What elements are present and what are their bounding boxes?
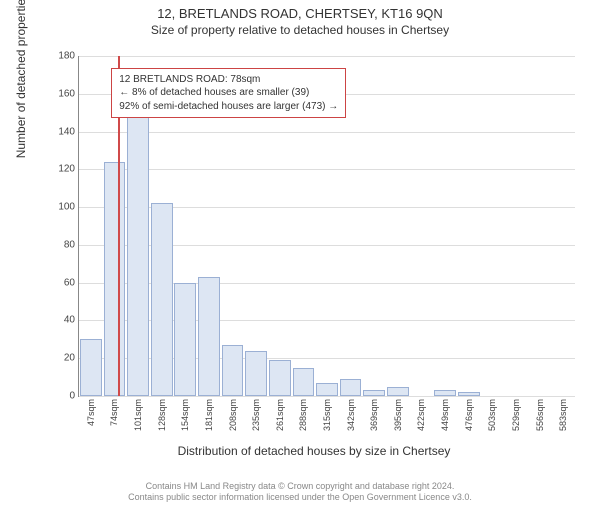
info-box: 12 BRETLANDS ROAD: 78sqm← 8% of detached… xyxy=(111,68,346,119)
histogram-bar xyxy=(104,162,126,396)
histogram-bar xyxy=(434,390,456,396)
plot-area: 02040608010012014016018047sqm74sqm101sqm… xyxy=(78,56,575,397)
histogram-bar xyxy=(174,283,196,396)
x-tick-label: 154sqm xyxy=(180,399,190,431)
x-tick-label: 128sqm xyxy=(157,399,167,431)
info-line2: ← 8% of detached houses are smaller (39) xyxy=(119,86,338,100)
histogram-bar xyxy=(151,203,173,396)
footer-line2: Contains public sector information licen… xyxy=(0,492,600,503)
y-axis-title: Number of detached properties xyxy=(14,0,28,158)
page-title: 12, BRETLANDS ROAD, CHERTSEY, KT16 9QN xyxy=(0,6,600,21)
histogram-bar xyxy=(127,105,149,396)
y-tick-label: 100 xyxy=(58,202,75,213)
chart-container: Number of detached properties 0204060801… xyxy=(54,56,574,426)
x-tick-label: 529sqm xyxy=(511,399,521,431)
x-tick-label: 288sqm xyxy=(298,399,308,431)
gridline xyxy=(79,132,575,133)
y-tick-label: 140 xyxy=(58,126,75,137)
x-tick-label: 47sqm xyxy=(86,399,96,426)
histogram-bar xyxy=(458,392,480,396)
x-tick-label: 315sqm xyxy=(322,399,332,431)
x-tick-label: 422sqm xyxy=(416,399,426,431)
histogram-bar xyxy=(316,383,338,396)
histogram-bar xyxy=(293,368,315,396)
x-tick-label: 449sqm xyxy=(440,399,450,431)
x-tick-label: 261sqm xyxy=(275,399,285,431)
y-tick-label: 0 xyxy=(69,391,75,402)
x-tick-label: 74sqm xyxy=(109,399,119,426)
x-tick-label: 503sqm xyxy=(487,399,497,431)
x-tick-label: 101sqm xyxy=(133,399,143,431)
y-tick-label: 60 xyxy=(64,277,75,288)
histogram-bar xyxy=(222,345,244,396)
y-tick-label: 120 xyxy=(58,164,75,175)
x-axis-title: Distribution of detached houses by size … xyxy=(54,444,574,458)
x-tick-label: 583sqm xyxy=(558,399,568,431)
footer-line1: Contains HM Land Registry data © Crown c… xyxy=(0,481,600,492)
y-tick-label: 180 xyxy=(58,51,75,62)
x-tick-label: 181sqm xyxy=(204,399,214,431)
histogram-bar xyxy=(198,277,220,396)
x-tick-label: 476sqm xyxy=(464,399,474,431)
y-tick-label: 160 xyxy=(58,88,75,99)
x-tick-label: 556sqm xyxy=(535,399,545,431)
x-tick-label: 235sqm xyxy=(251,399,261,431)
info-line3: 92% of semi-detached houses are larger (… xyxy=(119,100,338,114)
x-tick-label: 369sqm xyxy=(369,399,379,431)
histogram-bar xyxy=(387,387,409,396)
x-tick-label: 342sqm xyxy=(346,399,356,431)
histogram-bar xyxy=(363,390,385,396)
x-tick-label: 208sqm xyxy=(228,399,238,431)
histogram-bar xyxy=(340,379,362,396)
gridline xyxy=(79,56,575,57)
y-tick-label: 80 xyxy=(64,239,75,250)
y-tick-label: 40 xyxy=(64,315,75,326)
gridline xyxy=(79,169,575,170)
page-subtitle: Size of property relative to detached ho… xyxy=(0,23,600,37)
histogram-bar xyxy=(269,360,291,396)
y-tick-label: 20 xyxy=(64,353,75,364)
gridline xyxy=(79,396,575,397)
x-tick-label: 395sqm xyxy=(393,399,403,431)
histogram-bar xyxy=(80,339,102,396)
histogram-bar xyxy=(245,351,267,396)
info-line1: 12 BRETLANDS ROAD: 78sqm xyxy=(119,73,338,87)
